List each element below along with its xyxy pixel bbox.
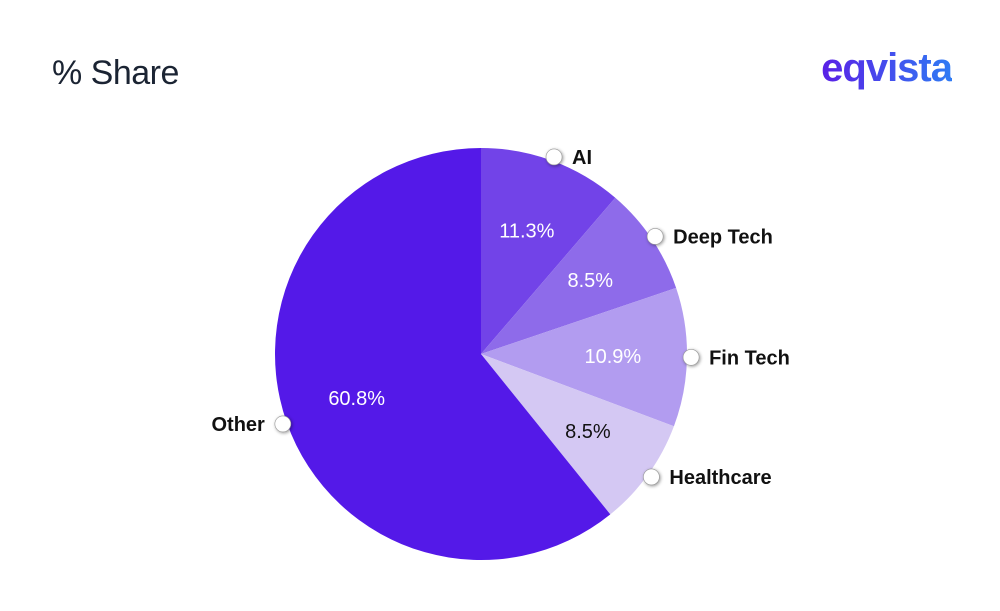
- slice-name-label: Fin Tech: [709, 347, 790, 369]
- data-label: 10.9%: [584, 346, 641, 368]
- slice-name-label: Deep Tech: [673, 226, 773, 248]
- label-marker: [646, 228, 664, 245]
- pie-slice-healthcare: [481, 354, 674, 515]
- label-marker: [545, 148, 563, 166]
- slice-name-label: Other: [212, 414, 266, 436]
- data-label: 60.8%: [328, 388, 385, 410]
- label-marker: [682, 349, 700, 366]
- chart-title: % Share: [52, 54, 179, 92]
- data-label: 11.3%: [499, 220, 554, 242]
- pie-slice-other: [274, 148, 611, 560]
- slice-name-label: Healthcare: [669, 467, 771, 489]
- data-label: 8.5%: [565, 421, 611, 443]
- pie-slice-deep-tech: [481, 197, 677, 354]
- label-marker: [274, 415, 292, 433]
- eqvista-logo: eqvista: [821, 46, 953, 90]
- pie-slice-fin-tech: [481, 287, 687, 427]
- label-marker: [643, 468, 660, 486]
- pie-slice-ai: [481, 148, 616, 354]
- slice-name-label: AI: [572, 147, 592, 169]
- data-label: 8.5%: [567, 270, 613, 292]
